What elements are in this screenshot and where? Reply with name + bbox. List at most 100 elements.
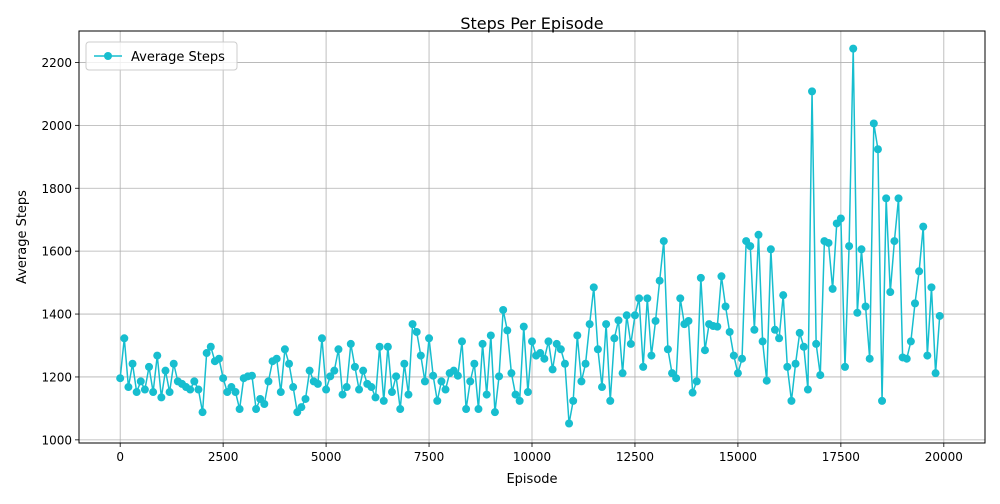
data-point bbox=[540, 354, 549, 363]
data-point bbox=[202, 349, 211, 358]
data-point bbox=[931, 369, 940, 378]
data-point bbox=[556, 345, 565, 354]
data-point bbox=[630, 311, 639, 320]
data-point bbox=[252, 405, 261, 414]
data-point bbox=[165, 388, 174, 397]
data-point bbox=[812, 339, 821, 348]
data-point bbox=[696, 273, 705, 282]
data-point bbox=[754, 230, 763, 239]
data-point bbox=[161, 366, 170, 375]
data-point bbox=[420, 377, 429, 386]
data-point bbox=[577, 377, 586, 386]
data-point bbox=[466, 377, 475, 386]
data-point bbox=[396, 405, 405, 414]
y-tick-label: 1600 bbox=[41, 245, 72, 259]
data-point bbox=[136, 377, 145, 386]
data-point bbox=[280, 345, 289, 354]
data-point bbox=[355, 385, 364, 394]
data-point bbox=[861, 302, 870, 311]
data-point bbox=[762, 376, 771, 385]
data-point bbox=[808, 87, 817, 96]
data-point bbox=[688, 388, 697, 397]
data-point bbox=[367, 383, 376, 392]
data-point bbox=[169, 359, 178, 368]
data-point bbox=[375, 342, 384, 351]
data-point bbox=[729, 351, 738, 360]
data-point bbox=[593, 345, 602, 354]
data-point bbox=[573, 331, 582, 340]
data-point bbox=[499, 305, 508, 314]
data-point bbox=[643, 294, 652, 303]
data-point bbox=[659, 237, 668, 246]
data-point bbox=[425, 334, 434, 343]
data-point bbox=[581, 359, 590, 368]
y-tick-label: 2000 bbox=[41, 119, 72, 133]
data-point bbox=[915, 267, 924, 276]
data-point bbox=[598, 383, 607, 392]
data-point bbox=[560, 359, 569, 368]
data-point bbox=[770, 325, 779, 334]
data-point bbox=[878, 396, 887, 405]
data-point bbox=[906, 337, 915, 346]
data-point bbox=[342, 383, 351, 392]
data-point bbox=[132, 388, 141, 397]
data-point bbox=[264, 377, 273, 386]
data-point bbox=[326, 372, 335, 381]
data-point bbox=[519, 322, 528, 331]
y-axis-label: Average Steps bbox=[15, 190, 30, 284]
data-point bbox=[260, 400, 269, 408]
data-point bbox=[791, 359, 800, 368]
data-point bbox=[857, 245, 866, 254]
data-point bbox=[231, 388, 240, 397]
x-tick-label: 15000 bbox=[719, 450, 757, 464]
data-point bbox=[408, 320, 417, 329]
data-point bbox=[894, 194, 903, 203]
data-point bbox=[927, 283, 936, 292]
x-axis-label: Episode bbox=[506, 472, 557, 487]
data-point bbox=[503, 326, 512, 335]
data-point bbox=[849, 44, 858, 53]
data-point bbox=[289, 383, 298, 392]
data-point bbox=[219, 374, 228, 383]
data-point bbox=[651, 316, 660, 325]
data-point bbox=[128, 359, 137, 368]
data-point bbox=[816, 371, 825, 380]
ticks: 0 2500 5000 7500 10000 12500 15000 17500 20000 10… bbox=[41, 56, 962, 464]
data-point bbox=[297, 403, 306, 412]
data-point bbox=[359, 366, 368, 375]
data-point bbox=[589, 283, 598, 292]
x-tick-label: 12500 bbox=[616, 450, 654, 464]
data-point bbox=[215, 354, 224, 363]
data-point bbox=[371, 393, 380, 402]
data-point bbox=[528, 337, 536, 346]
data-point bbox=[486, 331, 495, 340]
data-point bbox=[692, 377, 701, 386]
data-point bbox=[536, 349, 545, 358]
data-point bbox=[334, 345, 343, 354]
data-point bbox=[301, 394, 310, 403]
data-point bbox=[478, 339, 487, 348]
data-point bbox=[523, 388, 532, 397]
data-point bbox=[919, 222, 928, 231]
chart-title: Steps Per Episode bbox=[460, 14, 603, 33]
data-point bbox=[746, 242, 755, 251]
legend-label: Average Steps bbox=[131, 50, 225, 65]
data-point bbox=[124, 383, 133, 392]
data-point bbox=[140, 385, 149, 394]
data-point bbox=[610, 334, 619, 343]
data-point bbox=[272, 354, 281, 363]
data-point bbox=[338, 390, 347, 399]
data-point bbox=[565, 419, 574, 428]
grid bbox=[79, 31, 985, 443]
data-point bbox=[569, 396, 578, 405]
data-point bbox=[383, 342, 392, 351]
data-point bbox=[853, 308, 862, 317]
data-point bbox=[585, 320, 594, 329]
legend-marker-swatch bbox=[104, 52, 112, 60]
data-point bbox=[775, 334, 784, 343]
data-point bbox=[412, 327, 421, 336]
data-point bbox=[350, 362, 359, 371]
data-point bbox=[824, 238, 833, 247]
data-point bbox=[865, 354, 874, 363]
